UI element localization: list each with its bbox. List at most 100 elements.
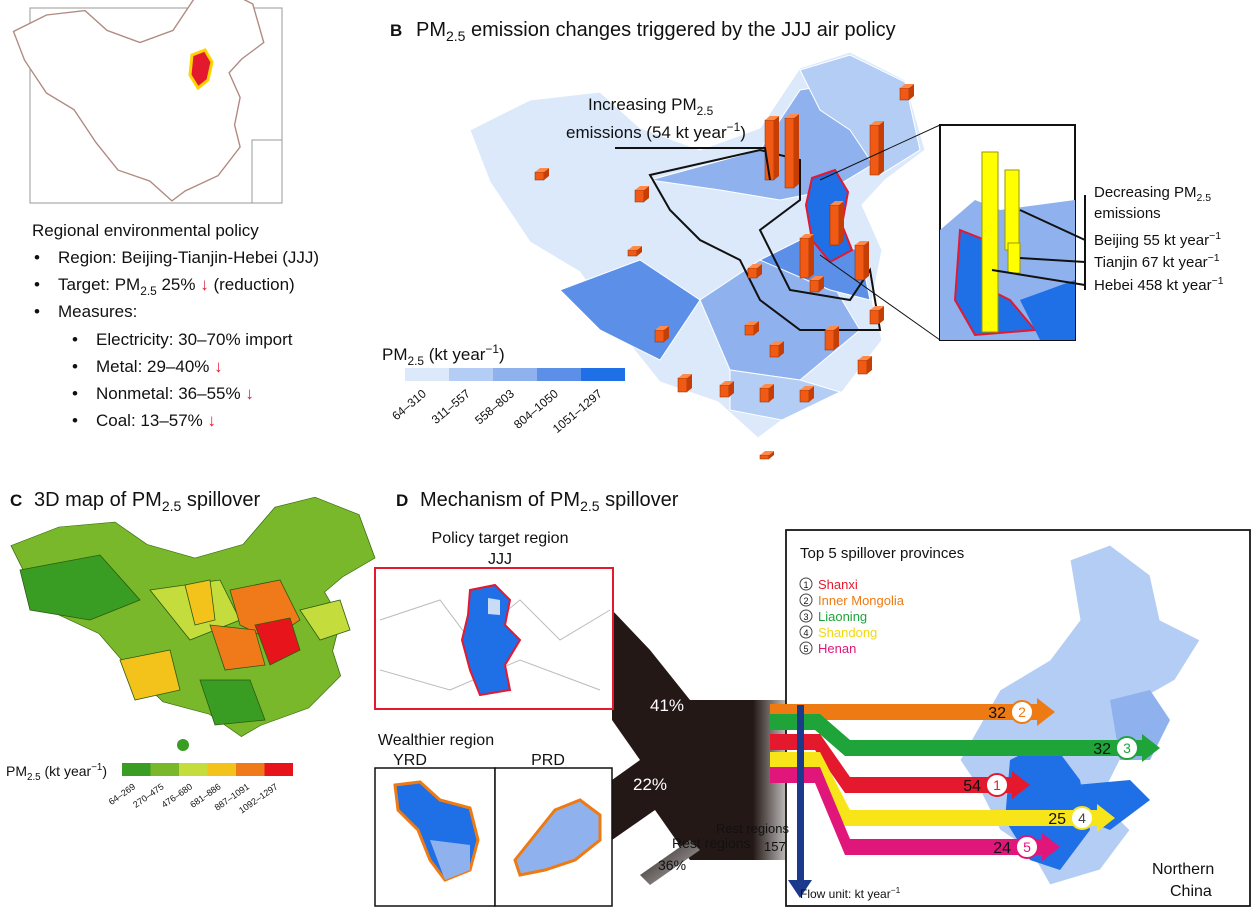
bar-top — [655, 326, 669, 330]
hainan — [177, 739, 189, 751]
bar-top — [678, 374, 692, 378]
panel-title: PM2.5 emission changes triggered by the … — [416, 19, 896, 44]
bar-side — [879, 121, 884, 175]
text: Increasing PM — [588, 95, 697, 114]
china-3d-map — [10, 496, 376, 751]
bar-top — [535, 168, 549, 172]
province — [299, 599, 351, 641]
label: Rest regions — [672, 835, 751, 851]
subscript: 2.5 — [408, 354, 425, 368]
text: spillover — [600, 489, 679, 511]
bar-side — [664, 326, 669, 342]
bar-front — [899, 87, 910, 101]
text: (reduction) — [209, 275, 295, 294]
rank-circle — [799, 593, 813, 607]
china-map — [469, 51, 926, 439]
legend-label: 476–680 — [160, 781, 194, 809]
bar-top — [635, 186, 649, 190]
flow-value: 32 — [1093, 741, 1111, 758]
legend-swatch — [537, 368, 581, 381]
text: spillover — [181, 489, 260, 511]
superscript: −1 — [485, 342, 499, 356]
down-arrow: ↓ — [200, 275, 209, 294]
bar-side — [834, 326, 839, 350]
legend-label: 1051–1297 — [550, 386, 605, 436]
flow-band — [770, 698, 1055, 726]
bars-3d — [534, 84, 914, 460]
bullet: • — [72, 411, 78, 430]
bar-front — [799, 389, 810, 403]
text: (kt year — [41, 763, 92, 779]
bar-side — [637, 246, 642, 256]
bar-side — [779, 341, 784, 357]
bar-side — [867, 356, 872, 374]
bar-top — [770, 341, 784, 345]
flow-value: 24 — [993, 840, 1011, 857]
province-name: Henan — [818, 641, 856, 656]
bar-top — [720, 381, 734, 385]
rank: 4 — [803, 628, 808, 638]
text: ) — [102, 763, 107, 779]
heading: Regional environmental policy — [32, 221, 259, 240]
bar-front — [744, 324, 755, 336]
text: 3D map of PM — [34, 489, 162, 511]
bar-top — [760, 384, 774, 388]
legend-swatch — [581, 368, 625, 381]
text: Nonmetal: 36–55% — [96, 384, 245, 403]
subscript: 2.5 — [580, 498, 600, 514]
item: Metal: 29–40% ↓ — [96, 357, 223, 376]
flow-value: 54 — [963, 778, 981, 795]
bullets: • Region: Beijing-Tianjin-Hebei (JJJ) • … — [34, 248, 319, 430]
text: Tianjin 67 kt year−1 — [1094, 252, 1220, 271]
bar-side — [879, 306, 884, 324]
label: China — [1170, 883, 1212, 900]
rank-circle — [1015, 835, 1039, 859]
item: Measures: — [58, 302, 137, 321]
zoom-line — [819, 124, 941, 181]
flow-trunk — [612, 610, 800, 860]
label: 36% — [658, 857, 686, 873]
rank: 4 — [1078, 810, 1086, 826]
province — [184, 579, 216, 626]
label: 157 — [764, 839, 786, 854]
bar-top — [745, 321, 759, 325]
subscript: 2.5 — [697, 104, 714, 118]
label: Northern — [1152, 861, 1214, 878]
text: Coal: 13–57% — [96, 411, 208, 430]
label: PRD — [531, 752, 565, 769]
text: Hebei 458 kt year — [1094, 277, 1212, 294]
bar-top — [810, 276, 824, 280]
bar-side — [809, 234, 814, 278]
annotation: Increasing PM2.5 — [588, 95, 714, 118]
bar-front — [759, 387, 770, 403]
panel-label: D — [396, 491, 408, 510]
province — [209, 624, 266, 671]
province — [799, 54, 921, 176]
province-name: Shanxi — [818, 577, 858, 592]
text: ) — [740, 123, 746, 142]
flow-value: 32 — [988, 705, 1006, 722]
china-map — [12, 0, 265, 202]
province — [199, 679, 266, 726]
province-name: Inner Mongolia — [818, 593, 905, 608]
bar-front — [677, 377, 688, 393]
bar-top — [800, 386, 814, 390]
bar-top — [858, 356, 872, 360]
text: Target: PM — [58, 275, 140, 294]
bar-top — [900, 84, 914, 88]
subscript: 2.5 — [27, 772, 41, 783]
rank-circle — [1070, 806, 1094, 830]
flow-value: 25 — [1048, 811, 1066, 828]
rank-circle — [1010, 700, 1034, 724]
bar-front — [857, 359, 868, 375]
prd-region — [513, 798, 602, 877]
province-name: Shandong — [818, 625, 877, 640]
bar-side — [687, 374, 692, 392]
region — [1020, 280, 1075, 340]
rank: 2 — [1018, 704, 1026, 720]
bar-top — [785, 114, 799, 118]
down-arrow: ↓ — [214, 357, 223, 376]
legend-swatch — [207, 763, 236, 776]
label: Rest regions — [716, 821, 789, 836]
